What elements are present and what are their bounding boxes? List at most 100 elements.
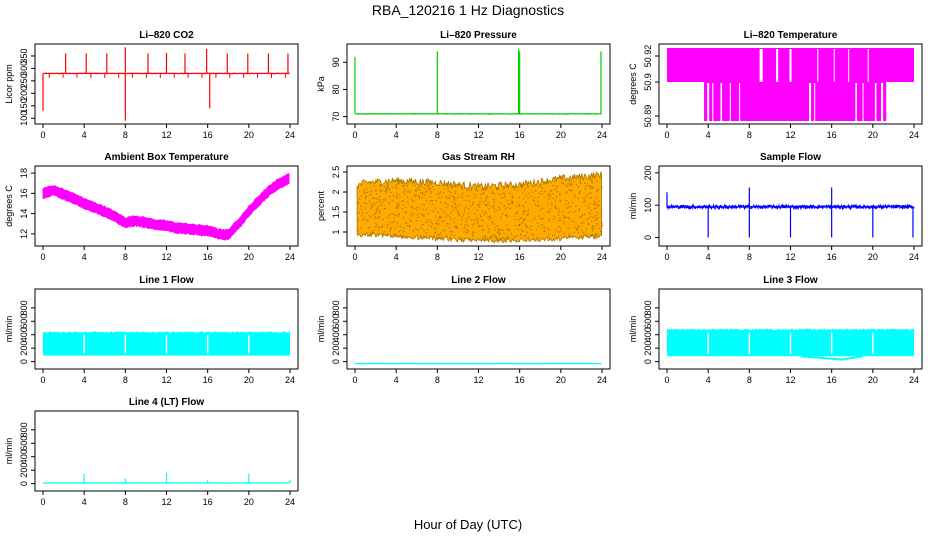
rh-point [450,234,453,236]
rh-point [439,191,442,193]
y-axis-label: ml/min [316,316,326,343]
rh-point [503,205,505,207]
rh-point [481,225,483,227]
rh-point [589,202,591,205]
noise-line [666,203,915,211]
rh-point [536,222,538,224]
rh-point [465,206,467,208]
rh-point [405,206,407,208]
rh-point [399,196,401,198]
y-tick-label: 2 [331,189,341,194]
rh-point [485,204,487,206]
x-tick-label: 24 [285,497,295,507]
x-tick-label: 0 [352,252,357,262]
rh-point [564,184,566,186]
rh-point [504,214,506,217]
rh-point [497,232,499,234]
rh-point [577,186,579,188]
rh-point [600,230,603,232]
x-tick-label: 4 [706,130,711,140]
rh-point [524,210,526,212]
rh-point [384,207,386,210]
rh-point [446,224,448,227]
rh-point [578,231,580,234]
rh-point [486,237,489,239]
rh-point [363,188,365,191]
rh-point [491,221,493,223]
rh-point [511,233,513,235]
rh-point [591,230,594,232]
rh-point [515,212,518,214]
x-tick-label: 4 [394,130,399,140]
rh-point [590,216,592,218]
rh-point [596,180,598,182]
x-tick-label: 8 [747,130,752,140]
rh-point [384,191,386,193]
rh-point [450,212,453,214]
rh-point [597,217,599,219]
rh-point [541,187,544,189]
rh-point [436,194,438,196]
rh-point [578,226,581,228]
rh-point [534,203,536,205]
rh-point [584,188,586,190]
rh-point [533,218,535,221]
rh-point [387,223,389,226]
rh-point [539,210,541,212]
rh-point [500,237,502,240]
rh-point [455,206,457,208]
rh-point [502,192,504,194]
x-tick-label: 8 [435,252,440,262]
rh-point [487,201,489,203]
rh-point [434,231,436,233]
rh-point [430,192,432,194]
rh-point [450,218,452,221]
rh-point [469,211,471,213]
x-tick-label: 8 [435,375,440,385]
rh-point [437,233,439,235]
rh-point [387,183,389,185]
rh-point [377,217,379,219]
series-line2 [354,362,602,365]
rh-point [405,182,407,185]
rh-point [440,196,443,198]
rh-point [487,228,489,230]
panel-line1: Line 1 Flow ml/min 0 4 8 12 16 20 24 0 20040060080… [4,275,299,385]
panel-ambient: Ambient Box Temperature degrees C 0 4 8 12 16 2… [4,152,299,262]
rh-point [498,234,501,236]
rh-point [579,180,581,182]
rh-point [596,190,598,192]
rh-point [499,232,501,234]
rh-point [544,190,546,193]
rh-point [418,207,420,209]
rh-point [537,204,539,206]
rh-point [589,187,592,189]
rh-point [394,227,396,229]
rh-point [371,205,374,207]
rh-point [370,186,372,189]
rh-point [375,188,377,191]
rh-point [589,213,591,215]
rh-point [393,214,395,216]
rh-point [483,187,485,190]
x-tick-label: 24 [909,375,919,385]
x-tick-label: 4 [82,252,87,262]
rh-point [388,201,390,203]
rh-point [498,206,500,208]
rh-point [440,216,442,218]
rh-point [480,197,482,199]
y-tick-label: 100 [19,111,29,126]
rh-point [396,195,398,197]
rh-point [553,181,556,183]
rh-point [409,192,411,194]
rh-point [565,192,567,195]
rh-point [581,229,583,232]
rh-point [417,195,420,197]
rh-point [379,185,381,188]
rh-point [468,188,470,190]
rh-point [552,218,555,220]
rh-point [565,216,567,219]
rh-point [374,213,376,215]
rh-point [425,191,427,193]
rh-point [423,229,425,232]
